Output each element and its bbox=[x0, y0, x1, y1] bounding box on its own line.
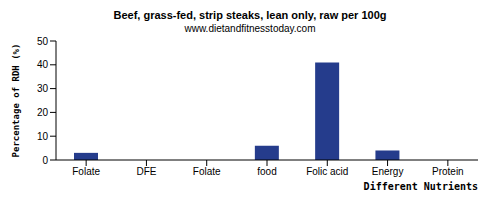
svg-text:30: 30 bbox=[37, 83, 49, 94]
svg-text:DFE: DFE bbox=[136, 166, 156, 177]
svg-text:20: 20 bbox=[37, 107, 49, 118]
svg-text:Different Nutrients: Different Nutrients bbox=[364, 181, 478, 192]
svg-text:0: 0 bbox=[42, 155, 48, 166]
svg-text:Folic acid: Folic acid bbox=[306, 166, 348, 177]
html-text:www.dietandfitnesstoday.com: www.dietandfitnesstoday.com bbox=[184, 23, 316, 34]
svg-text:40: 40 bbox=[37, 59, 49, 70]
svg-text:Folate: Folate bbox=[193, 166, 221, 177]
svg-text:Protein: Protein bbox=[432, 166, 464, 177]
svg-text:10: 10 bbox=[37, 131, 49, 142]
svg-text:Percentage of RDH (%): Percentage of RDH (%) bbox=[11, 44, 21, 158]
svg-text:50: 50 bbox=[37, 36, 49, 47]
svg-text:food: food bbox=[257, 166, 276, 177]
svg-text:Folate: Folate bbox=[72, 166, 100, 177]
html-text:Beef, grass-fed, strip steaks,: Beef, grass-fed, strip steaks, lean only… bbox=[113, 9, 387, 21]
svg-text:Energy: Energy bbox=[372, 166, 404, 177]
